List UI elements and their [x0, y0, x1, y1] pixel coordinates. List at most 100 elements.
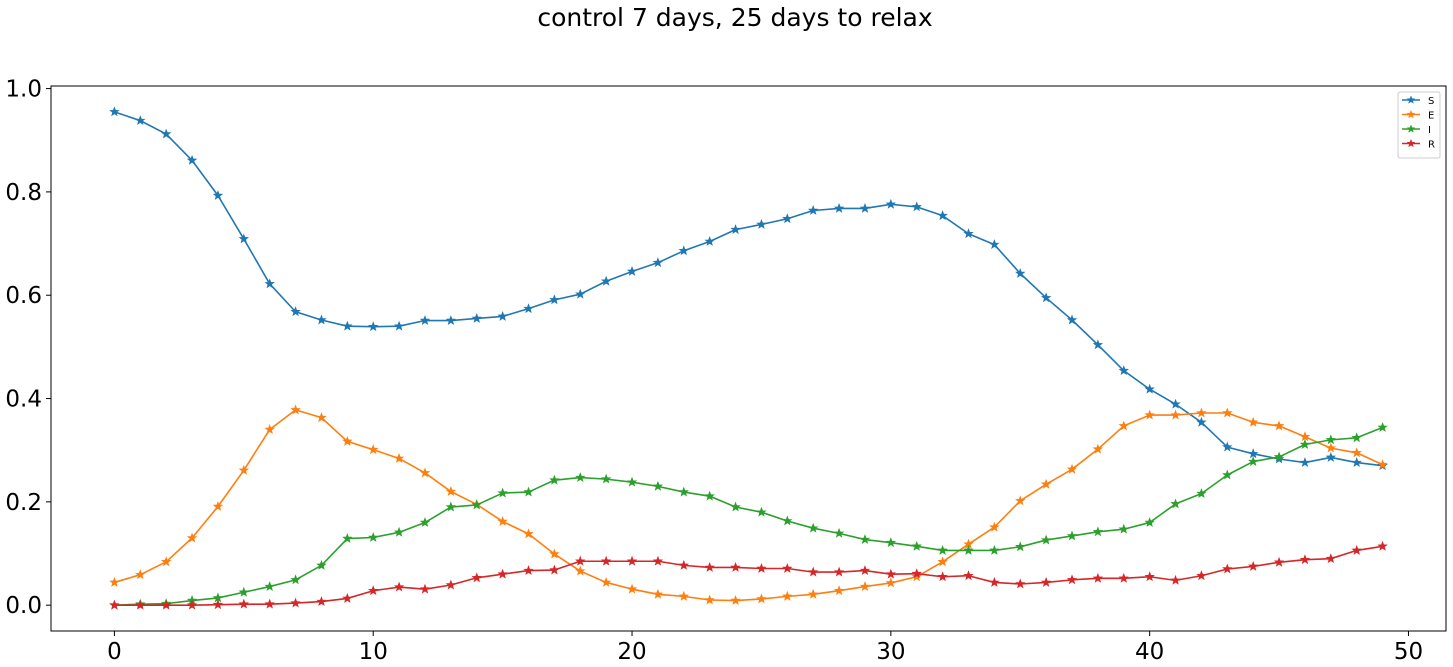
series-E	[109, 404, 1388, 605]
data-point-I	[1377, 422, 1388, 432]
data-point-R	[911, 568, 922, 579]
data-point-S	[445, 315, 457, 325]
data-point-R	[575, 555, 586, 566]
data-point-I	[1170, 498, 1181, 509]
data-point-R	[264, 598, 275, 609]
data-point-I	[342, 533, 353, 543]
data-point-I	[937, 544, 948, 555]
data-point-I	[445, 501, 457, 512]
data-point-S	[1118, 365, 1129, 376]
data-point-S	[963, 228, 974, 239]
data-point-R	[342, 592, 353, 603]
data-point-S	[652, 257, 664, 268]
data-point-E	[678, 590, 689, 601]
data-point-E	[575, 565, 586, 576]
legend-marker	[1406, 124, 1416, 133]
data-point-E	[342, 435, 353, 446]
data-point-S	[109, 106, 120, 117]
x-tick-label: 10	[359, 639, 388, 665]
data-point-S	[885, 198, 897, 209]
data-point-I	[600, 473, 612, 484]
data-point-I	[911, 540, 922, 551]
x-tick-label: 50	[1394, 639, 1423, 665]
data-point-R	[1066, 574, 1078, 585]
data-point-S	[1170, 398, 1181, 409]
data-point-R	[989, 576, 1000, 587]
data-point-E	[368, 444, 379, 455]
data-point-R	[704, 562, 715, 572]
data-point-R	[1170, 574, 1181, 585]
series-I	[109, 422, 1388, 610]
data-point-E	[109, 576, 120, 587]
data-point-I	[808, 522, 819, 533]
data-point-E	[393, 453, 405, 463]
data-point-I	[963, 544, 974, 555]
plot-frame	[50, 85, 1447, 632]
data-point-R	[885, 568, 897, 579]
data-point-R	[756, 563, 767, 573]
axes: 0 10 20 30 40 50 0.0 0.2 0.4 0.6 0.8 1.0	[5, 77, 1447, 665]
data-point-I	[730, 501, 741, 512]
data-point-I	[1144, 517, 1155, 527]
data-point-R	[1040, 576, 1052, 587]
data-point-R	[1377, 540, 1388, 551]
legend-marker	[1406, 109, 1416, 119]
data-point-E	[1092, 443, 1104, 454]
chart-title: control 7 days, 25 days to relax	[537, 3, 932, 32]
data-point-R	[1015, 578, 1026, 589]
data-point-E	[1325, 442, 1337, 453]
data-point-S	[704, 236, 715, 246]
data-point-I	[989, 544, 1000, 555]
data-point-R	[1247, 560, 1259, 571]
data-point-R	[782, 563, 793, 573]
data-point-E	[730, 595, 741, 605]
data-point-R	[730, 562, 741, 572]
data-point-E	[833, 585, 845, 596]
data-point-E	[1377, 459, 1388, 470]
legend-marker	[1406, 138, 1416, 148]
data-point-I	[1015, 541, 1026, 552]
data-point-I	[626, 476, 638, 487]
data-point-S	[290, 306, 301, 317]
legend-label: S	[1428, 96, 1434, 107]
data-point-S	[626, 265, 638, 276]
data-point-R	[626, 555, 638, 566]
data-point-E	[549, 548, 560, 559]
data-point-S	[1144, 383, 1155, 394]
data-point-S	[160, 128, 172, 139]
data-point-E	[316, 412, 327, 423]
data-point-I	[1299, 439, 1311, 449]
data-point-R	[859, 565, 871, 575]
data-point-R	[109, 599, 120, 610]
data-point-R	[678, 559, 689, 570]
data-point-R	[1351, 544, 1362, 555]
data-point-E	[600, 576, 612, 587]
data-point-E	[1170, 409, 1181, 420]
data-point-E	[1144, 409, 1155, 420]
y-tick-label: 0.6	[5, 283, 42, 309]
data-point-I	[471, 499, 482, 510]
data-point-I	[652, 480, 664, 491]
series-line-I	[114, 426, 1383, 606]
data-point-I	[497, 487, 508, 498]
x-tick-label: 30	[876, 639, 905, 665]
data-point-E	[1273, 420, 1285, 431]
data-point-E	[808, 588, 819, 599]
data-point-E	[290, 404, 301, 415]
data-point-I	[885, 537, 897, 548]
data-point-R	[368, 585, 379, 596]
data-point-S	[1092, 339, 1104, 350]
data-point-S	[1040, 292, 1052, 303]
series-R	[109, 540, 1388, 610]
data-point-R	[290, 597, 301, 608]
data-point-I	[1196, 488, 1207, 499]
x-tick-label: 20	[617, 639, 646, 665]
data-point-S	[782, 213, 793, 224]
data-point-E	[704, 594, 715, 605]
data-point-I	[368, 532, 379, 542]
data-point-E	[419, 467, 431, 478]
data-point-I	[756, 506, 767, 517]
data-point-I	[575, 472, 586, 482]
legend-label: I	[1428, 125, 1431, 136]
